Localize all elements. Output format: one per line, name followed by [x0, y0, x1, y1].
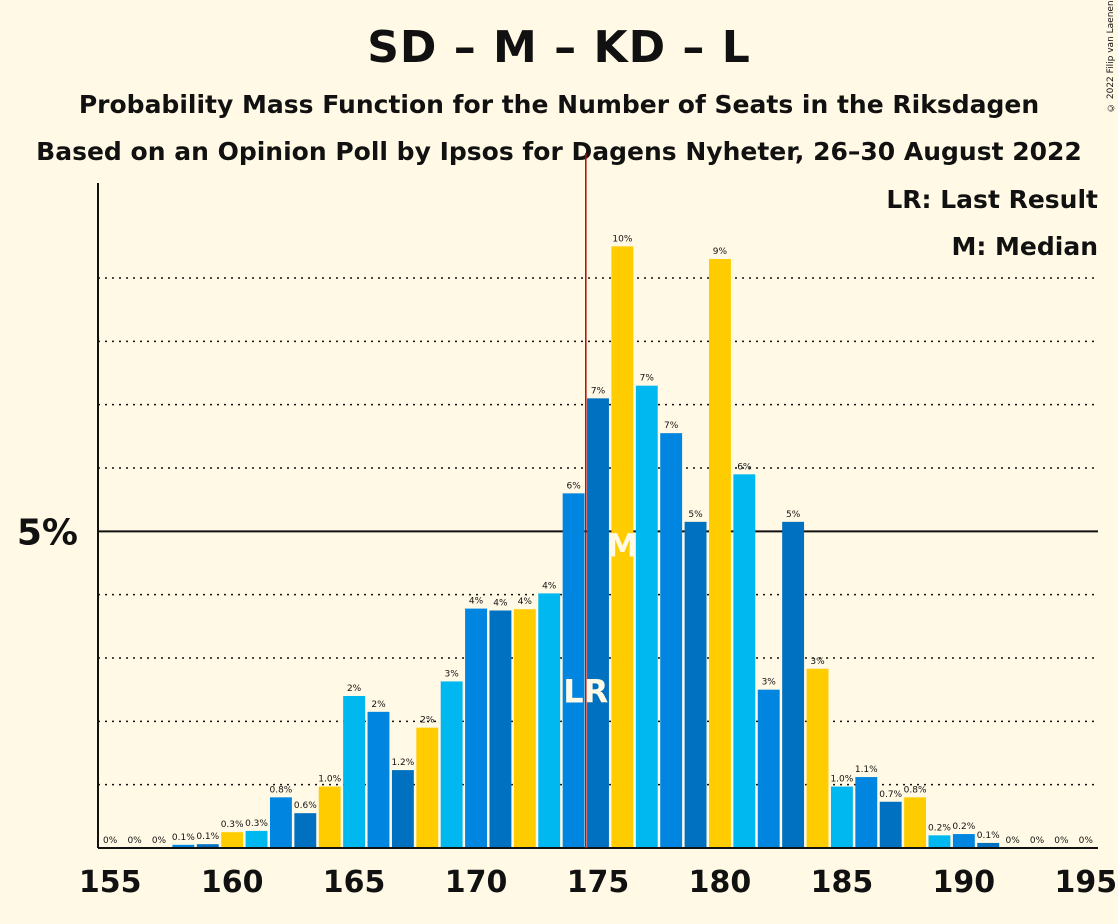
data-label-seat-190: 0.2% — [952, 822, 975, 832]
bar-seat-179 — [684, 521, 707, 848]
bar-seat-187 — [879, 801, 902, 848]
data-label-seat-166: 2% — [371, 700, 386, 710]
bar-seat-163 — [294, 813, 317, 848]
bar-seat-173 — [538, 593, 561, 848]
bar-seat-175 — [587, 398, 609, 848]
data-label-seat-186: 1.1% — [855, 765, 878, 775]
data-label-seat-157: 0% — [152, 836, 167, 846]
data-label-seat-182: 3% — [762, 678, 777, 688]
bar-seat-161 — [245, 830, 268, 848]
data-label-seat-181: 6% — [737, 462, 752, 472]
x-tick-label-160: 160 — [201, 865, 264, 900]
data-label-seat-172: 4% — [518, 597, 533, 607]
x-tick-label-165: 165 — [323, 865, 386, 900]
bar-seat-181 — [733, 474, 756, 848]
bar-seat-186 — [855, 777, 878, 848]
x-tick-label-170: 170 — [445, 865, 508, 900]
bar-seat-165 — [343, 696, 366, 848]
x-tick-label-190: 190 — [933, 865, 996, 900]
last-result-marker: LR — [563, 672, 608, 710]
data-label-seat-169: 3% — [445, 669, 460, 679]
bar-seat-184 — [806, 668, 829, 848]
bar-seat-174 — [562, 493, 585, 848]
data-label-seat-195: 0% — [1079, 836, 1094, 846]
bar-seat-180 — [709, 259, 731, 848]
data-label-seat-165: 2% — [347, 684, 362, 694]
data-label-seat-174: 6% — [566, 481, 581, 491]
data-label-seat-171: 4% — [493, 599, 508, 609]
data-label-seat-183: 5% — [786, 510, 801, 520]
x-tick-label-175: 175 — [567, 865, 630, 900]
data-label-seat-188: 0.8% — [904, 785, 927, 795]
bar-seat-169 — [440, 681, 463, 848]
bar-seat-170 — [465, 608, 487, 848]
bar-seat-176 — [611, 246, 634, 849]
bar-seat-158 — [172, 844, 195, 848]
bar-seat-172 — [513, 609, 536, 848]
data-label-seat-155: 0% — [103, 836, 118, 846]
data-label-seat-163: 0.6% — [294, 801, 317, 811]
data-label-seat-164: 1.0% — [318, 775, 341, 785]
data-label-seat-156: 0% — [127, 836, 142, 846]
bar-seat-189 — [928, 835, 951, 848]
data-label-seat-184: 3% — [810, 657, 825, 667]
median-marker: M — [606, 527, 638, 565]
bar-seat-188 — [904, 797, 927, 848]
data-label-seat-176: 10% — [612, 234, 632, 244]
bar-seat-164 — [318, 786, 341, 848]
bar-seat-159 — [196, 844, 219, 848]
x-tick-label-185: 185 — [811, 865, 874, 900]
data-label-seat-178: 7% — [664, 421, 679, 431]
data-label-seat-191: 0.1% — [977, 831, 1000, 841]
data-label-seat-187: 0.7% — [879, 790, 902, 800]
bar-seat-183 — [782, 521, 805, 848]
data-label-seat-170: 4% — [469, 597, 484, 607]
bar-seat-182 — [757, 689, 780, 848]
data-label-seat-177: 7% — [640, 374, 655, 384]
axes: 5% 155 160 165 170 175 180 185 190 195 — [17, 183, 1117, 900]
data-label-seat-161: 0.3% — [245, 819, 268, 829]
x-tick-label-155: 155 — [79, 865, 142, 900]
chart-subtitle-source: Based on an Opinion Poll by Ipsos for Da… — [36, 137, 1082, 166]
data-label-seat-189: 0.2% — [928, 823, 951, 833]
bar-seat-190 — [952, 834, 975, 848]
x-tick-label-195: 195 — [1054, 865, 1117, 900]
data-label-seat-185: 1.0% — [830, 775, 853, 785]
data-label-seat-167: 1.2% — [391, 758, 414, 768]
x-tick-label-180: 180 — [689, 865, 752, 900]
legend-median: M: Median — [951, 232, 1098, 261]
data-label-seat-194: 0% — [1054, 836, 1069, 846]
data-label-seat-158: 0.1% — [172, 833, 195, 843]
bar-seat-185 — [830, 786, 853, 848]
bar-seat-178 — [660, 433, 683, 848]
bar-seat-191 — [977, 842, 1000, 848]
markers: LR M — [563, 153, 638, 848]
chart-subtitle: Probability Mass Function for the Number… — [78, 90, 1040, 119]
bar-seat-177 — [635, 385, 658, 848]
data-label-seat-175: 7% — [591, 386, 606, 396]
bar-seat-168 — [416, 727, 439, 848]
data-label-seat-192: 0% — [1005, 836, 1020, 846]
chart-title: SD – M – KD – L — [367, 22, 751, 73]
data-label-seat-179: 5% — [688, 510, 703, 520]
data-label-seat-180: 9% — [713, 247, 728, 257]
data-label-seat-173: 4% — [542, 581, 557, 591]
bar-seat-171 — [489, 610, 512, 848]
data-label-seat-193: 0% — [1030, 836, 1045, 846]
data-label-seat-160: 0.3% — [221, 820, 244, 830]
legend-last-result: LR: Last Result — [886, 185, 1098, 214]
data-label-seat-159: 0.1% — [196, 832, 219, 842]
bar-seat-160 — [221, 832, 244, 848]
data-label-seat-168: 2% — [420, 716, 435, 726]
bar-seat-162 — [269, 797, 292, 848]
bar-series — [172, 246, 1000, 849]
bar-seat-166 — [367, 711, 390, 848]
bar-seat-167 — [391, 770, 414, 848]
data-label-seat-162: 0.8% — [269, 785, 292, 795]
data-labels: 0% 0% 0% 0.1% 0.1%0.3% 0.3%0.8%0.6%1.0%2%2%1.… — [103, 234, 1093, 846]
y-tick-label-5: 5% — [17, 512, 78, 553]
